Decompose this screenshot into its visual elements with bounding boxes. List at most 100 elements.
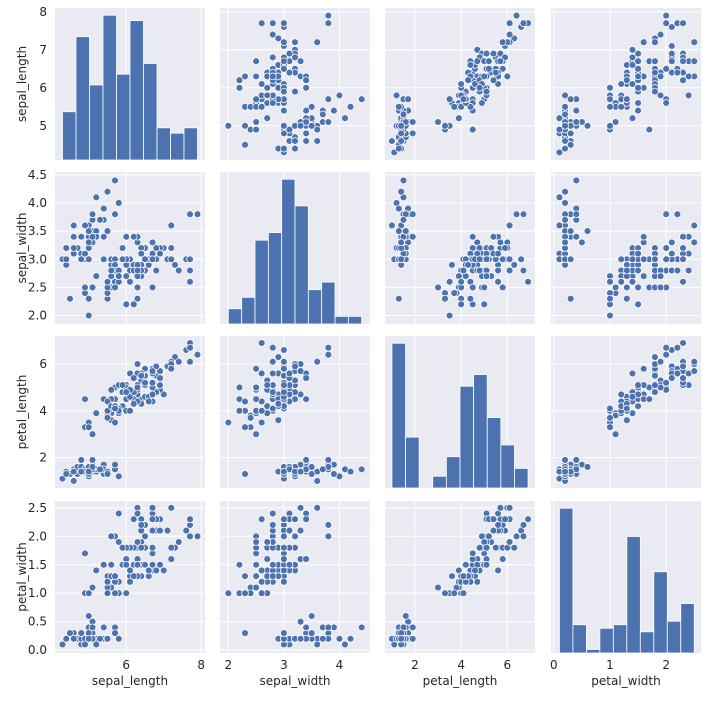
scatter-point bbox=[498, 555, 507, 563]
scatter-point bbox=[561, 110, 569, 119]
scatter-point bbox=[408, 210, 417, 218]
scatter-point bbox=[84, 635, 93, 643]
scatter-point bbox=[572, 232, 581, 241]
scatter-point bbox=[257, 407, 266, 415]
scatter-point bbox=[510, 261, 518, 269]
scatter-point bbox=[62, 470, 70, 478]
scatter-point bbox=[392, 91, 401, 100]
histogram-bar bbox=[500, 444, 515, 489]
y-tick-label: 8 bbox=[39, 5, 47, 19]
scatter-point bbox=[152, 566, 161, 575]
scatter-point bbox=[252, 561, 260, 569]
scatter-point bbox=[319, 465, 327, 474]
scatter-point bbox=[269, 343, 277, 352]
scatter-point bbox=[555, 125, 564, 134]
scatter-point bbox=[690, 357, 699, 366]
scatter-point bbox=[235, 561, 244, 569]
scatter-point bbox=[156, 561, 164, 569]
scatter-point bbox=[583, 122, 592, 130]
scatter-point bbox=[464, 261, 472, 269]
scatter-point bbox=[111, 210, 119, 218]
scatter-point bbox=[285, 125, 294, 134]
scatter-point bbox=[561, 122, 569, 130]
scatter-point bbox=[617, 390, 625, 399]
y-tick-label: 2.0 bbox=[28, 309, 47, 323]
scatter-point bbox=[464, 76, 472, 84]
scatter-point bbox=[224, 122, 233, 130]
scatter-point bbox=[475, 84, 484, 92]
scatter-point bbox=[450, 289, 458, 297]
scatter-point bbox=[505, 266, 514, 275]
scatter-point bbox=[257, 339, 266, 347]
scatter-point bbox=[489, 526, 498, 535]
scatter-point bbox=[634, 249, 642, 258]
scatter-point bbox=[241, 122, 249, 130]
scatter-point bbox=[130, 515, 138, 523]
scatter-point bbox=[341, 114, 349, 122]
scatter-point bbox=[257, 19, 266, 27]
scatter-point bbox=[296, 57, 305, 65]
scatter-point bbox=[623, 266, 631, 275]
scatter-point bbox=[679, 76, 687, 84]
scatter-point bbox=[668, 49, 676, 58]
scatter-point bbox=[512, 532, 521, 541]
scatter-point bbox=[656, 272, 665, 280]
scatter-point bbox=[566, 95, 575, 103]
scatter-point bbox=[269, 572, 277, 580]
scatter-point bbox=[480, 283, 488, 292]
scatter-point bbox=[84, 467, 93, 476]
scatter-point bbox=[397, 129, 405, 138]
scatter-point bbox=[302, 456, 310, 464]
scatter-point bbox=[313, 640, 321, 649]
scatter-point bbox=[505, 538, 514, 546]
scatter-point bbox=[555, 221, 564, 230]
scatter-point bbox=[357, 465, 366, 474]
scatter-point bbox=[137, 372, 146, 380]
scatter-point bbox=[156, 374, 164, 382]
scatter-point bbox=[302, 395, 310, 403]
scatter-point bbox=[606, 122, 614, 130]
scatter-point bbox=[224, 589, 233, 597]
scatter-point bbox=[494, 521, 502, 529]
scatter-point bbox=[471, 566, 479, 575]
scatter-point bbox=[335, 91, 344, 100]
scatter-point bbox=[269, 509, 277, 518]
scatter-point bbox=[404, 95, 412, 103]
scatter-point bbox=[395, 227, 403, 235]
scatter-point bbox=[307, 629, 316, 637]
scatter-point bbox=[118, 381, 127, 389]
scatter-point bbox=[302, 137, 310, 145]
scatter-point bbox=[148, 379, 157, 387]
scatter-point bbox=[96, 465, 104, 474]
scatter-point bbox=[673, 266, 682, 275]
scatter-point bbox=[623, 283, 631, 292]
scatter-point bbox=[634, 283, 642, 292]
scatter-point bbox=[269, 369, 277, 378]
scatter-point bbox=[457, 300, 465, 309]
histogram-bar bbox=[639, 631, 655, 654]
scatter-point bbox=[148, 283, 157, 292]
x-axis-label: petal_length bbox=[423, 674, 498, 688]
scatter-point bbox=[122, 272, 130, 280]
scatter-point bbox=[617, 80, 625, 88]
scatter-point bbox=[280, 566, 288, 575]
scatter-point bbox=[475, 266, 484, 275]
scatter-point bbox=[111, 418, 119, 427]
scatter-point bbox=[690, 238, 699, 247]
scatter-point bbox=[466, 61, 475, 69]
histogram-bar bbox=[626, 536, 641, 654]
scatter-point bbox=[561, 216, 569, 224]
histogram-bar bbox=[307, 289, 323, 325]
scatter-point bbox=[167, 244, 176, 252]
scatter-point bbox=[319, 635, 327, 643]
scatter-point bbox=[313, 137, 321, 145]
scatter-point bbox=[280, 357, 288, 366]
scatter-point bbox=[679, 255, 687, 264]
scatter-point bbox=[252, 118, 260, 126]
scatter-point bbox=[656, 91, 665, 100]
scatter-point bbox=[482, 255, 491, 264]
scatter-point bbox=[662, 99, 670, 107]
x-axis-label: petal_width bbox=[591, 674, 660, 688]
scatter-point bbox=[496, 504, 505, 512]
scatter-point bbox=[399, 216, 408, 224]
